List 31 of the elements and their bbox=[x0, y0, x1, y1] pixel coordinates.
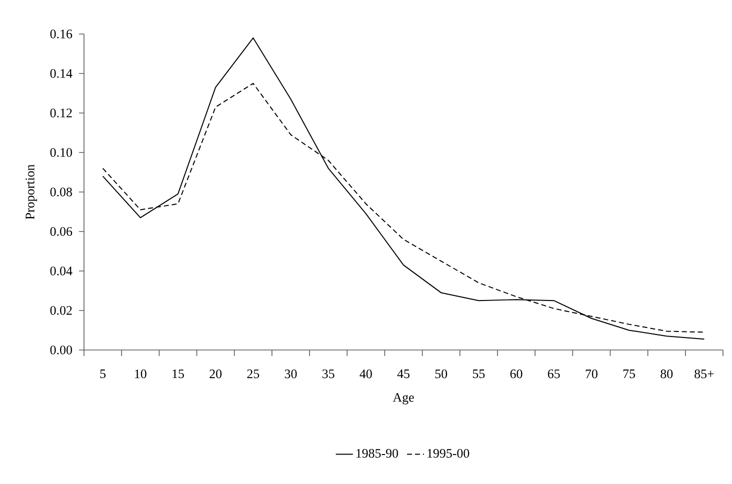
y-tick-label: 0.12 bbox=[50, 108, 72, 118]
x-tick-label: 10 bbox=[135, 370, 146, 378]
y-tick-label: 0.16 bbox=[50, 30, 72, 38]
x-tick-label: 25 bbox=[247, 370, 260, 378]
legend-label: 1995-00 bbox=[428, 448, 470, 458]
x-tick-label: 35 bbox=[322, 370, 334, 378]
x-tick-label: 20 bbox=[210, 370, 222, 378]
y-tick-label: 0.06 bbox=[50, 227, 72, 236]
legend-label: 1985-90 bbox=[356, 448, 398, 458]
y-tick-label: 0.08 bbox=[50, 188, 72, 196]
x-tick-label: 5 bbox=[100, 370, 106, 378]
x-tick-label: 70 bbox=[586, 370, 598, 378]
y-tick-label: 0.02 bbox=[50, 306, 72, 315]
x-axis-title: Age bbox=[392, 393, 414, 404]
y-tick-label: 0.14 bbox=[50, 69, 72, 78]
x-tick-label: 75 bbox=[623, 370, 636, 378]
x-tick-label: 60 bbox=[510, 370, 522, 378]
line-series bbox=[102, 37, 705, 340]
x-tick-label: 65 bbox=[548, 370, 560, 378]
y-tick-label: 0.04 bbox=[50, 266, 72, 276]
x-tick-label: 45 bbox=[397, 369, 410, 378]
x-tick-label: 80 bbox=[660, 370, 673, 378]
y-tick-label: 0.00 bbox=[50, 346, 72, 354]
y-tick-label: 0.10 bbox=[50, 148, 72, 157]
x-tick-label: 40 bbox=[360, 370, 372, 378]
x-tick-label: 15 bbox=[172, 370, 184, 378]
x-tick-label: 30 bbox=[284, 370, 297, 378]
y-axis-title: Proportion bbox=[26, 164, 37, 220]
x-tick-label: 85+ bbox=[694, 370, 714, 378]
x-tick-label: 50 bbox=[435, 370, 448, 378]
x-tick-label: 55 bbox=[472, 370, 485, 378]
